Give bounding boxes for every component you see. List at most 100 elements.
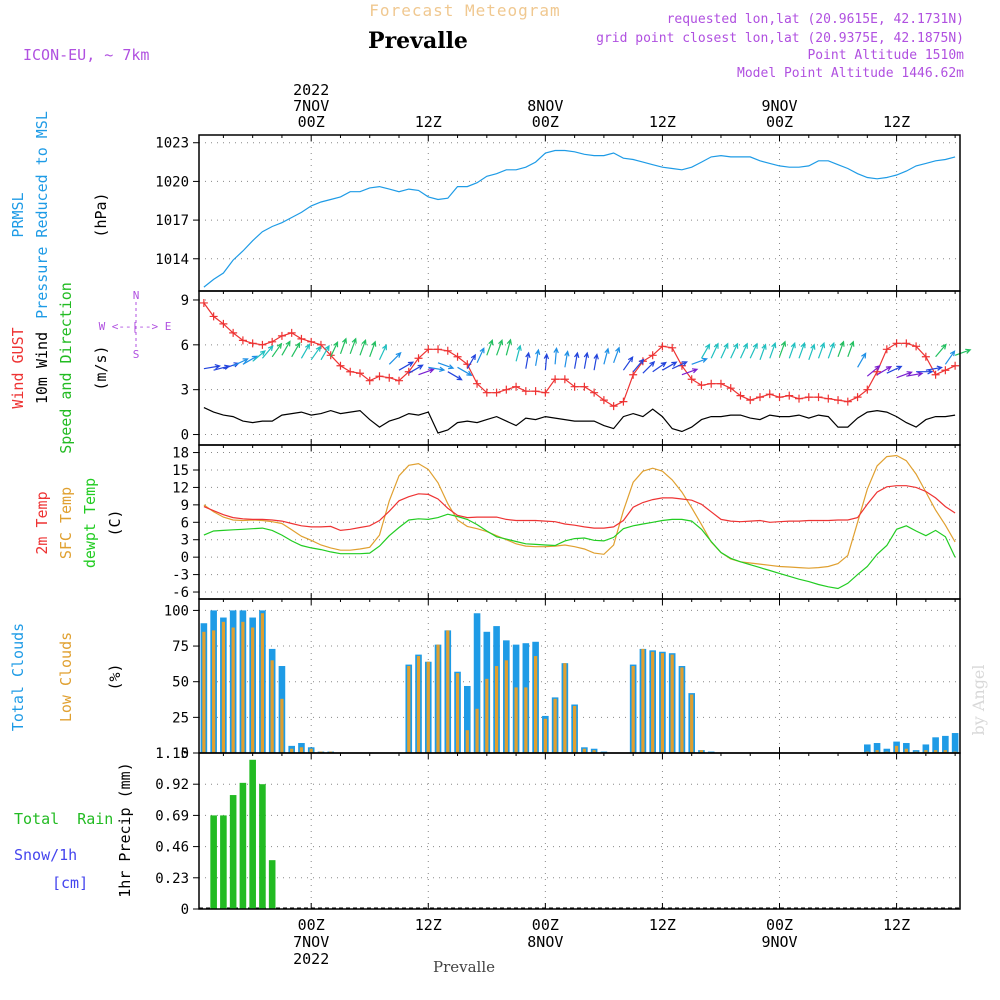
gust-marker (746, 396, 755, 405)
gust-marker (395, 376, 404, 385)
wind-arrow (515, 344, 522, 362)
total-cloud-bar (932, 737, 939, 753)
wind-arrow (662, 361, 678, 371)
gust-marker (834, 396, 843, 405)
wind-arrow (359, 339, 367, 356)
y-tick-label: 0 (181, 902, 189, 918)
wind-10m-line (203, 407, 956, 434)
gust-marker (707, 379, 716, 388)
low-cloud-bar (504, 660, 508, 753)
gust-marker (570, 382, 579, 391)
low-cloud-bar (241, 621, 245, 753)
wind-arrow (866, 364, 881, 377)
low-cloud-bar (699, 750, 704, 753)
wind-arrow (583, 351, 590, 369)
y-tick-label: 0 (181, 428, 189, 444)
low-cloud-bar (485, 678, 489, 753)
gust-marker (716, 379, 725, 388)
wind-arrow (232, 358, 249, 367)
total-cloud-bar (473, 613, 481, 753)
wind-arrow (271, 342, 283, 358)
requested-coords: requested lon,lat (20.9615E, 42.1731N) (667, 12, 964, 27)
low-cloud-bar (309, 748, 313, 753)
total-rain-label: Total Rain (14, 810, 113, 828)
total-cloud-bar (942, 735, 949, 753)
point-altitude: Point Altitude 1510m (807, 48, 964, 63)
wind-arrow (252, 350, 266, 362)
gust-marker (502, 385, 511, 394)
gust-marker (590, 388, 599, 397)
gust-marker (599, 396, 608, 405)
wind-arrow (671, 361, 688, 370)
gust-marker (902, 339, 911, 348)
wind-arrow (759, 343, 767, 361)
low-cloud-bar (563, 663, 567, 753)
wind-arrow (428, 366, 446, 372)
gust-marker (199, 298, 208, 307)
wind-arrow (896, 371, 913, 379)
gust-marker (424, 345, 433, 354)
y-tick-label: 0.23 (155, 871, 189, 887)
rain-bar (239, 782, 247, 909)
wind-arrow (720, 342, 729, 359)
snow-unit-label: [cm] (52, 874, 88, 892)
total-cloud-bar (922, 744, 930, 753)
bottom-time-label: 7NOV (293, 933, 329, 951)
temp2m-label: 2m Temp (33, 491, 51, 554)
compass-west-east: W <--|--> E (99, 320, 172, 333)
y-tick-label: 0.69 (155, 808, 189, 824)
low-cloud-bar (407, 666, 411, 753)
wind-arrow (906, 371, 924, 377)
y-tick-label: 0 (181, 550, 189, 566)
wind-arrow (876, 366, 893, 376)
low-cloud-bar (651, 651, 655, 753)
wind-arrow (700, 343, 711, 359)
location-title: Prevalle (368, 28, 468, 54)
y-tick-label: 1014 (155, 252, 189, 268)
wind-arrow (525, 351, 531, 369)
low-cloud-bar (524, 687, 528, 753)
wind-arrow (827, 341, 835, 359)
low-cloud-bar (426, 661, 430, 753)
wind-arrow (681, 368, 699, 376)
y-tick-label: 6 (181, 338, 189, 354)
low-cloud-bar (270, 660, 274, 753)
panel-border (198, 134, 961, 292)
top-time-label: 00Z (766, 113, 793, 131)
top-time-label: 12Z (649, 113, 676, 131)
gust-marker (824, 394, 833, 403)
gridpoint-coords: grid point closest lon,lat (20.9375E, 42… (596, 31, 964, 46)
rain-bar (220, 815, 227, 909)
gust-marker (775, 393, 784, 402)
wind-arrow (857, 352, 867, 368)
gust-marker (736, 391, 745, 400)
y-tick-label: 3 (181, 533, 189, 549)
gust-marker (843, 397, 852, 406)
compass-north: N (133, 289, 140, 302)
low-cloud-bar (202, 631, 206, 753)
wind-arrow (652, 361, 667, 373)
pressure-unit-label: (hPa) (92, 192, 110, 237)
low-cloud-bar (904, 748, 908, 753)
wind-arrow (408, 364, 424, 374)
gust-marker (434, 345, 443, 354)
gust-marker (668, 343, 677, 352)
top-time-label: 9NOV (761, 97, 797, 115)
gust-marker (941, 366, 950, 375)
wind-arrow (564, 350, 570, 368)
low-cloud-bar (573, 705, 577, 753)
low-cloud-bar (582, 748, 586, 753)
gust-marker (248, 339, 257, 348)
supertitle: Forecast Meteogram (369, 1, 560, 20)
top-time-label: 00Z (298, 113, 325, 131)
bottom-time-label: 9NOV (761, 933, 797, 951)
sfc-temp-label: SFC Temp (57, 487, 75, 559)
wind-unit-label: (m/s) (92, 345, 110, 390)
bottom-time-label: 2022 (293, 950, 329, 968)
gust-marker (755, 393, 764, 402)
wind-arrow (798, 341, 806, 359)
total-cloud-bar (864, 744, 871, 753)
low-cloud-bar (875, 750, 879, 753)
